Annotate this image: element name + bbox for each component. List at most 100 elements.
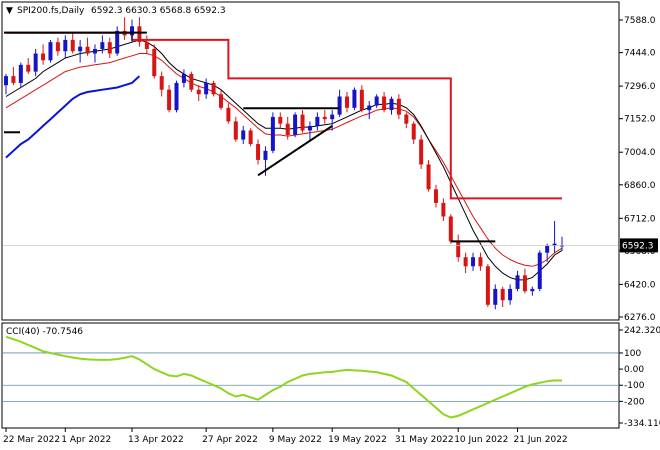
candle-body <box>137 26 142 43</box>
candle-body <box>174 82 179 111</box>
date-tick-label: 9 May 2022 <box>269 435 322 445</box>
cci-line <box>5 335 563 419</box>
last-price-label: 6592.3 <box>622 241 654 251</box>
red-moving-average <box>5 53 563 267</box>
price-tick-label: 6712.0 <box>624 214 656 224</box>
price-tick-label: 6276.0 <box>624 313 656 323</box>
candle-body <box>485 266 490 305</box>
candle-body <box>537 252 542 289</box>
candle-body <box>396 98 401 115</box>
price-tick-label: 7004.0 <box>624 148 656 158</box>
candle-body <box>130 26 135 36</box>
candle-body <box>181 73 186 83</box>
candle-body <box>211 82 216 95</box>
candle-body <box>218 94 223 108</box>
candle-body <box>463 257 468 267</box>
price-tick-label: 7296.0 <box>624 82 656 92</box>
date-tick-label: 31 May 2022 <box>395 435 454 445</box>
cci-tick-label: -100 <box>624 381 645 391</box>
candle-body <box>419 139 424 165</box>
price-tick-label: 7588.0 <box>624 16 656 26</box>
cci-tick-label: -200 <box>624 397 645 407</box>
candle-body <box>330 114 335 120</box>
chart-header-ohlc: 6592.3 6630.3 6568.8 6592.3 <box>91 6 226 16</box>
candle-body <box>345 96 350 108</box>
candle-body <box>293 114 298 135</box>
cci-title: CCI(40) -70.7546 <box>6 327 83 337</box>
price-tick-label: 6420.0 <box>624 280 656 290</box>
candle-body <box>204 82 209 95</box>
candle-body <box>389 98 394 111</box>
candle-body <box>456 241 461 258</box>
candles <box>4 17 564 310</box>
candle-body <box>500 288 505 301</box>
candle-body <box>478 257 483 267</box>
candle-body <box>426 164 431 190</box>
date-axis: 22 Mar 2022 1 Apr 2022 13 Apr 2022 27 Apr 2… <box>3 428 568 445</box>
date-tick-label: 10 Jun 2022 <box>454 435 508 445</box>
date-tick-label: 21 Jun 2022 <box>514 435 568 445</box>
candle-body <box>159 76 164 90</box>
candle-body <box>41 53 46 61</box>
blue-trend-line <box>5 75 141 159</box>
cci-tick-label: 242.3203 <box>624 326 660 336</box>
candle-body <box>515 275 520 289</box>
candle-body <box>374 96 379 106</box>
candle-body <box>63 39 68 52</box>
candle-body <box>307 125 312 131</box>
price-tick-label: 7444.0 <box>624 49 656 59</box>
candle-body <box>85 46 90 54</box>
date-tick-label: 13 Apr 2022 <box>128 435 184 445</box>
candle-body <box>226 107 231 122</box>
candle-body <box>152 48 157 77</box>
candle-body <box>560 245 564 247</box>
candle-body <box>359 89 364 111</box>
last-price-box <box>620 238 658 253</box>
candle-body <box>167 89 172 111</box>
candle-body <box>337 96 342 115</box>
candle-body <box>144 42 149 49</box>
candle-body <box>263 150 268 160</box>
chart-header-symbol: SPI200.fs,Daily <box>17 6 85 16</box>
candle-body <box>189 73 194 90</box>
date-tick-label: 27 Apr 2022 <box>202 435 258 445</box>
candle-body <box>241 130 246 140</box>
cci-panel <box>1 322 620 429</box>
candle-body <box>322 116 327 120</box>
candle-body <box>26 64 31 72</box>
last-price-marker: 6592.3 <box>3 238 658 253</box>
candle-body <box>48 42 53 61</box>
candle-body <box>78 46 83 52</box>
trendline <box>257 125 333 177</box>
candle-body <box>367 105 372 111</box>
candle-body <box>404 114 409 124</box>
candle-body <box>508 288 513 301</box>
chart-header-arrow: ▼ <box>6 6 13 16</box>
candle-body <box>256 144 261 160</box>
date-tick-label: 1 Apr 2022 <box>61 435 111 445</box>
candle-body <box>278 116 283 124</box>
cci-axis: 242.3203 100 0.00 -100 -200 -334.110 <box>3 326 660 429</box>
candle-body <box>441 202 446 217</box>
main-panel <box>1 1 620 321</box>
candle-body <box>18 64 23 83</box>
cci-tick-label: -334.110 <box>624 419 660 429</box>
candle-body <box>315 116 320 126</box>
candle-body <box>530 288 535 292</box>
trend-annotations <box>4 31 496 243</box>
candle-body <box>493 288 498 305</box>
candle-body <box>233 121 238 140</box>
candle-body <box>92 48 97 54</box>
candle-body <box>552 243 557 246</box>
candle-body <box>107 42 112 54</box>
candle-body <box>196 89 201 95</box>
candle-body <box>285 123 290 135</box>
cci-tick-label: 0.00 <box>624 365 644 375</box>
candle-body <box>270 116 275 151</box>
candle-body <box>100 42 105 49</box>
date-tick-label: 22 Mar 2022 <box>3 435 60 445</box>
candle-body <box>545 245 550 253</box>
candle-body <box>33 53 38 72</box>
price-tick-label: 7152.0 <box>624 115 656 125</box>
